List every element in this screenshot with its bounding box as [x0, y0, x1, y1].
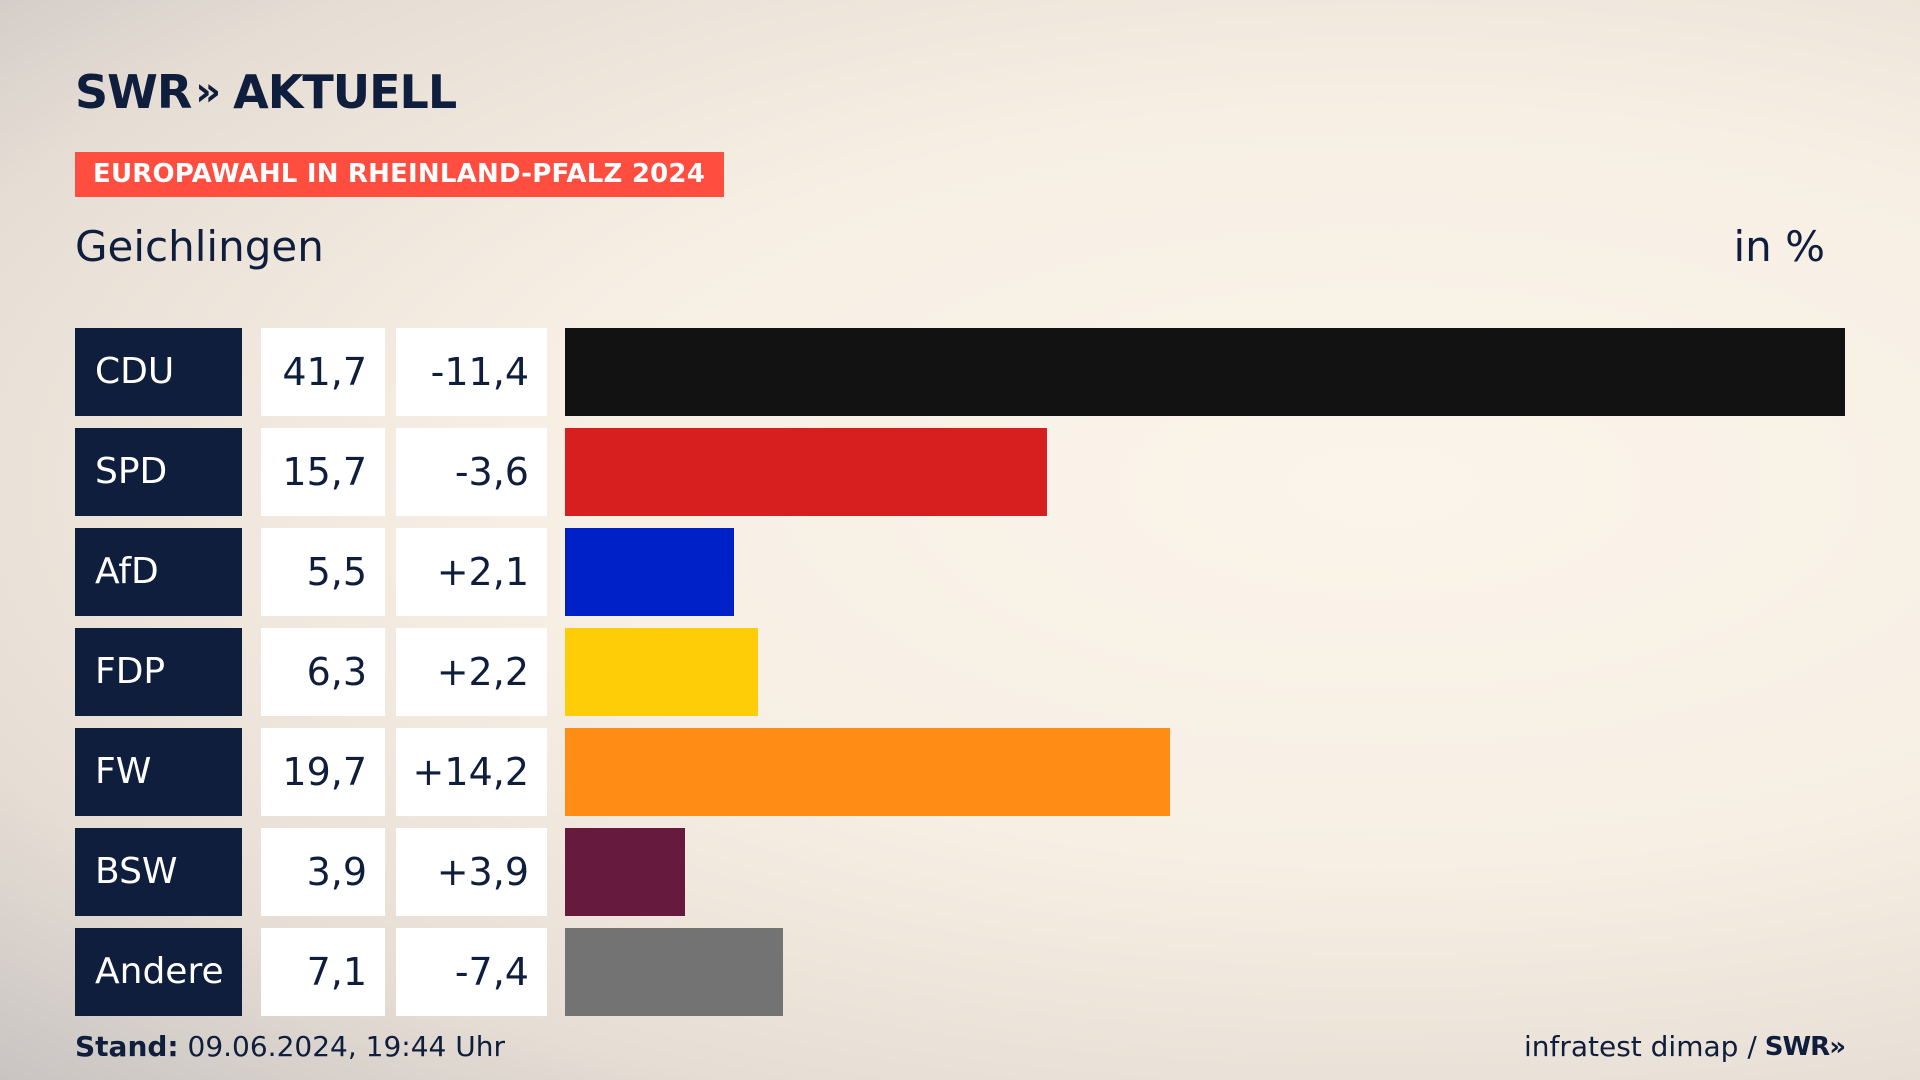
source-text: infratest dimap / [1523, 1030, 1757, 1063]
result-row: AfD 5,5 +2,1 [75, 528, 1845, 616]
vote-share-label: 19,7 [261, 728, 385, 816]
bar-cdu [565, 328, 1845, 416]
swr-logo-text: SWR [75, 65, 192, 119]
bar-andere [565, 928, 783, 1016]
region-title: Geichlingen [75, 222, 324, 271]
stand-value: 09.06.2024, 19:44 Uhr [178, 1030, 505, 1063]
swr-aktuell-logo: SWR » AKTUELL [75, 65, 457, 119]
unit-label: in % [1733, 222, 1825, 271]
party-label: FW [75, 728, 242, 816]
election-banner: EUROPAWAHL IN RHEINLAND-PFALZ 2024 [75, 152, 724, 197]
bar-spd [565, 428, 1047, 516]
vote-change-label: +14,2 [396, 728, 547, 816]
party-label: AfD [75, 528, 242, 616]
timestamp: Stand: 09.06.2024, 19:44 Uhr [75, 1030, 505, 1063]
result-row: FW 19,7 +14,2 [75, 728, 1845, 816]
party-label: FDP [75, 628, 242, 716]
stand-label: Stand: [75, 1030, 179, 1063]
party-label: BSW [75, 828, 242, 916]
vote-change-label: -7,4 [396, 928, 547, 1016]
vote-share-label: 15,7 [261, 428, 385, 516]
vote-change-label: -11,4 [396, 328, 547, 416]
bar-fdp [565, 628, 758, 716]
swr-logo: SWR » [75, 65, 221, 119]
vote-share-label: 41,7 [261, 328, 385, 416]
result-row: CDU 41,7 -11,4 [75, 328, 1845, 416]
vote-share-label: 7,1 [261, 928, 385, 1016]
party-label: Andere [75, 928, 242, 1016]
chevrons-icon: » [195, 69, 221, 115]
bar-afd [565, 528, 734, 616]
swr-mini-logo: SWR» [1764, 1031, 1846, 1062]
bar-bsw [565, 828, 685, 916]
result-row: BSW 3,9 +3,9 [75, 828, 1845, 916]
vote-share-label: 6,3 [261, 628, 385, 716]
vote-change-label: +2,2 [396, 628, 547, 716]
result-row: SPD 15,7 -3,6 [75, 428, 1845, 516]
vote-change-label: +3,9 [396, 828, 547, 916]
party-label: SPD [75, 428, 242, 516]
party-label: CDU [75, 328, 242, 416]
vote-share-label: 3,9 [261, 828, 385, 916]
bar-fw [565, 728, 1170, 816]
source-credit: infratest dimap / SWR» [1523, 1030, 1846, 1063]
result-row: Andere 7,1 -7,4 [75, 928, 1845, 1016]
vote-change-label: -3,6 [396, 428, 547, 516]
result-row: FDP 6,3 +2,2 [75, 628, 1845, 716]
vote-share-label: 5,5 [261, 528, 385, 616]
aktuell-logo-text: AKTUELL [233, 65, 457, 119]
vote-change-label: +2,1 [396, 528, 547, 616]
